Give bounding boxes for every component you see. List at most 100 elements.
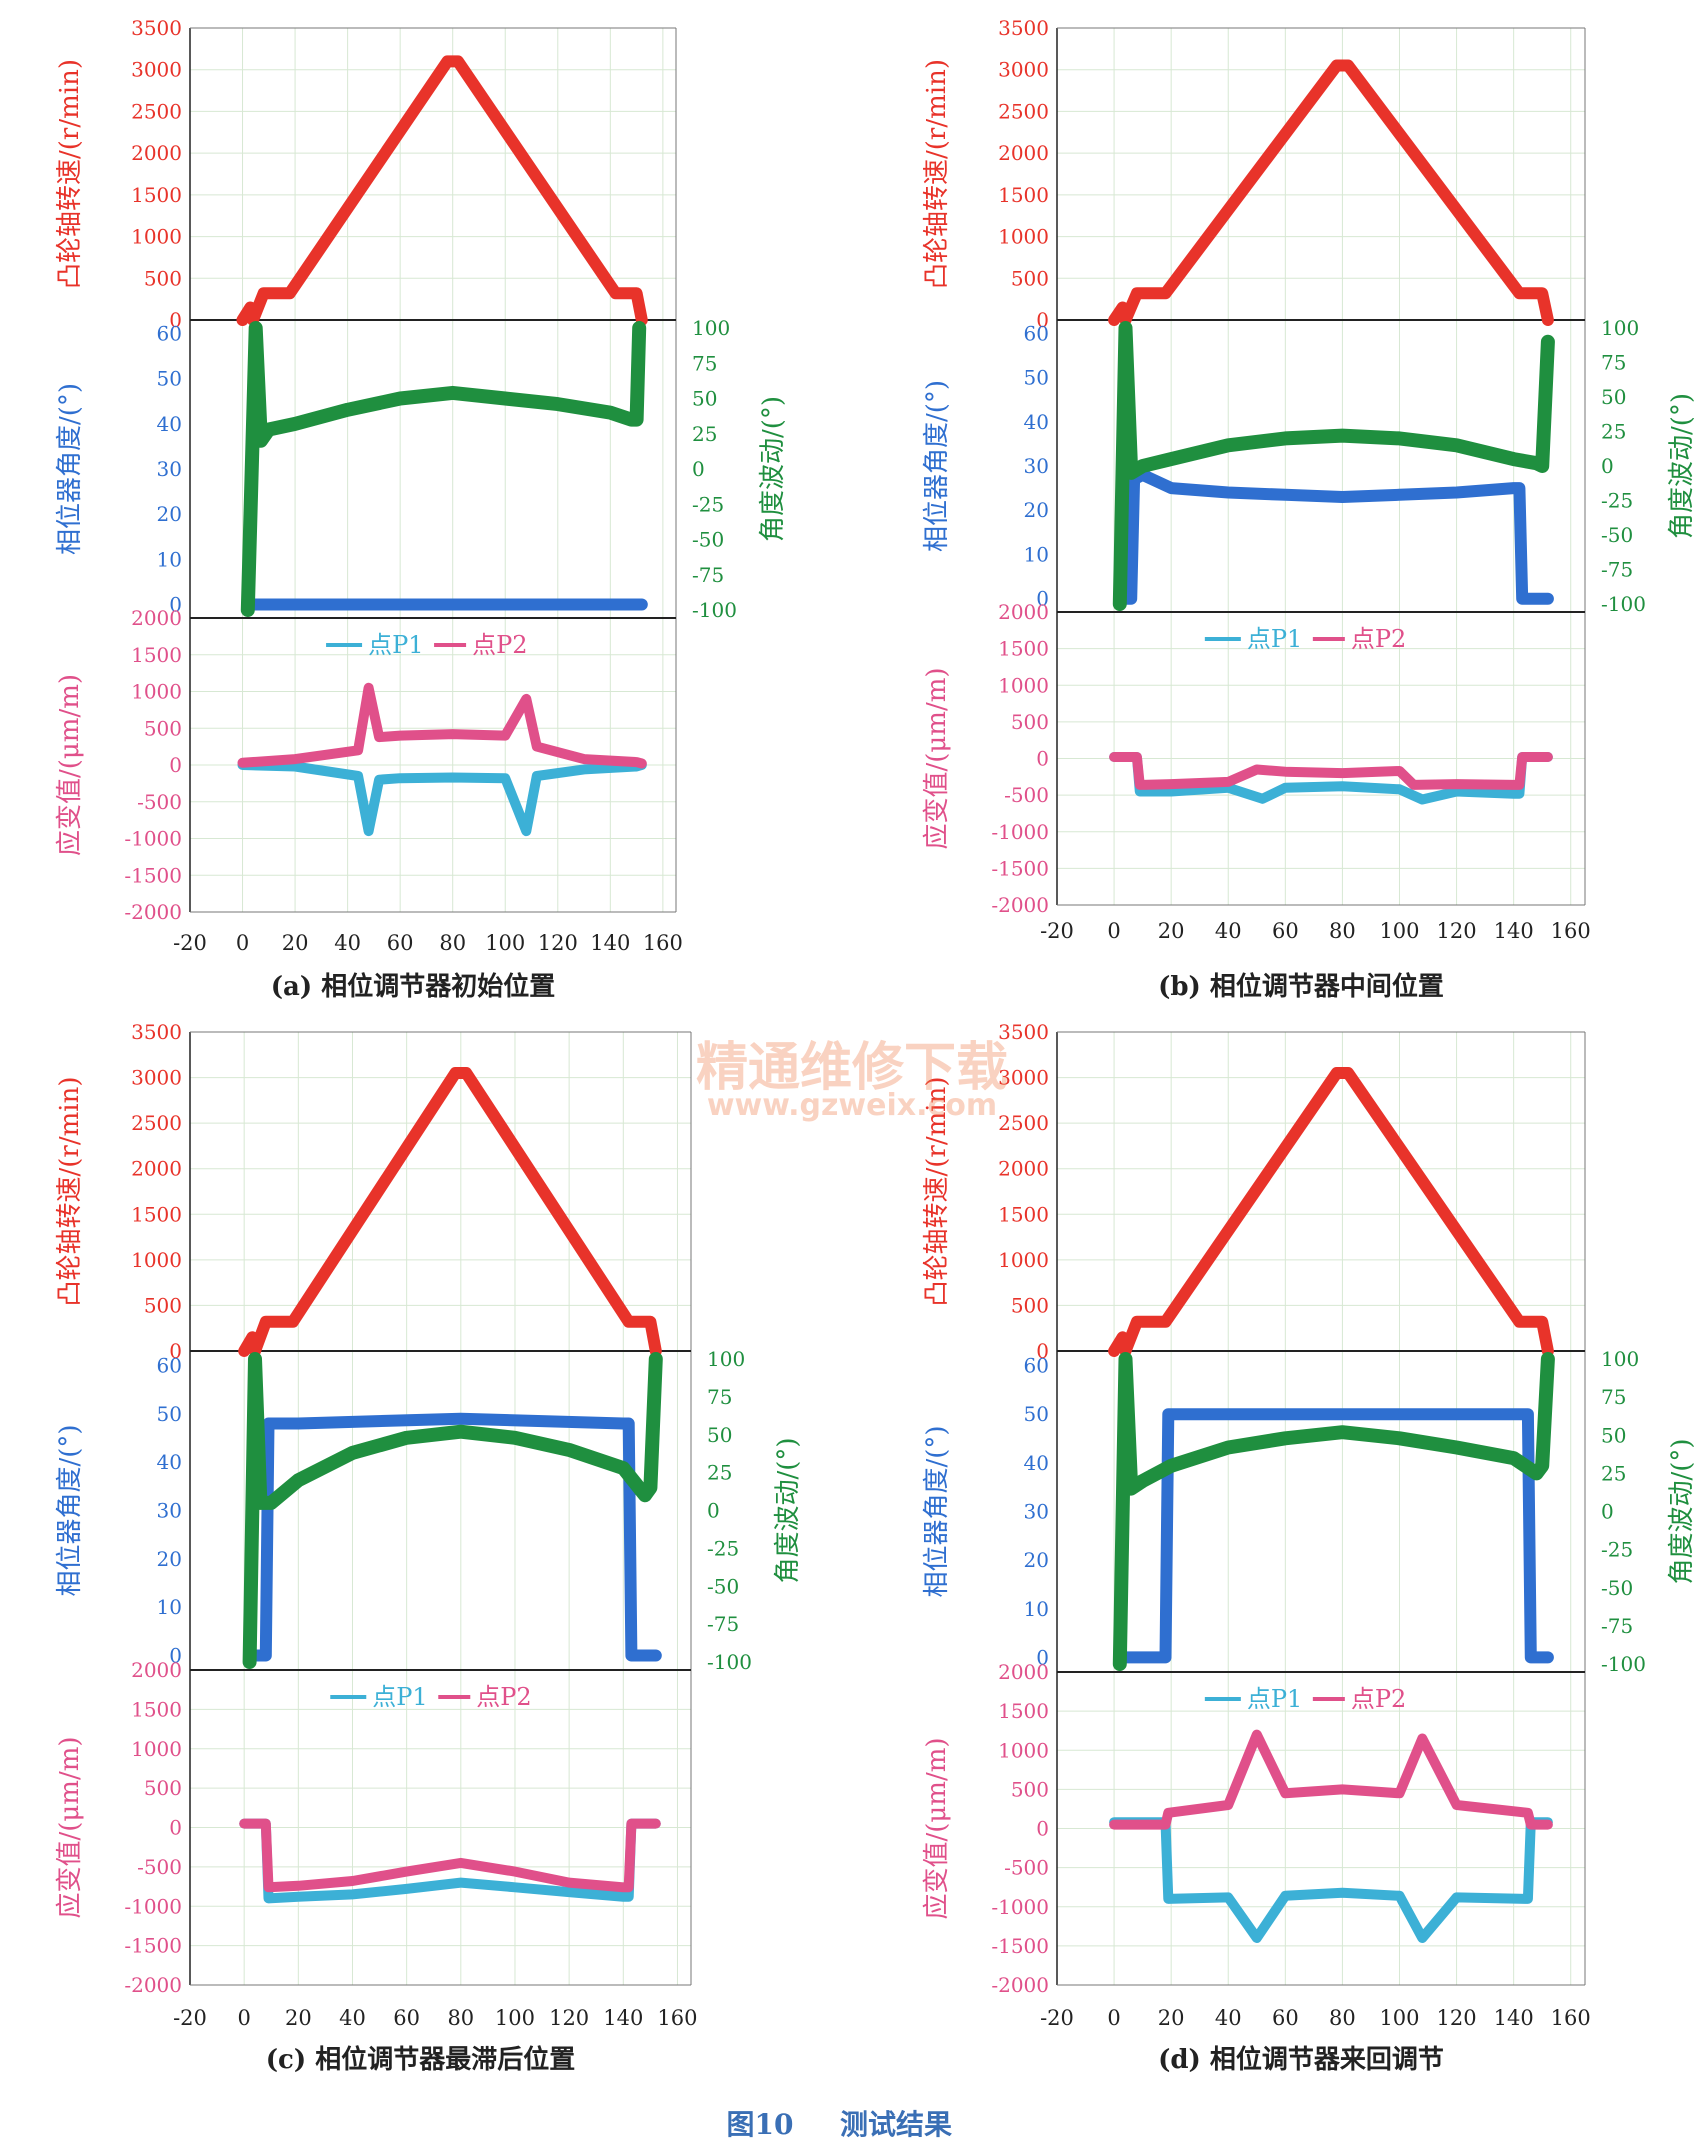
tick-label-strain: 0 (169, 753, 182, 777)
tick-label-phase: 50 (1024, 366, 1049, 390)
tick-label-strain: -1500 (124, 1934, 182, 1958)
tick-label-x: 40 (1215, 919, 1242, 943)
tick-label-speed: 1000 (998, 225, 1049, 249)
tick-label-speed: 2000 (998, 141, 1049, 165)
tick-label-speed: 2000 (131, 141, 182, 165)
tick-label-strain: -500 (137, 1855, 182, 1879)
tick-label-x: 40 (334, 931, 361, 955)
tick-label-strain: -2000 (991, 1973, 1049, 1997)
tick-label-x: 40 (1215, 2006, 1242, 2030)
tick-label-fluct: 50 (1601, 1423, 1626, 1447)
tick-label-phase: 10 (157, 1595, 182, 1619)
chart-panel-a: 0500100015002000250030003500010203040506… (55, 16, 788, 1002)
tick-label-phase: 50 (157, 1402, 182, 1426)
tick-label-speed: 2000 (998, 1157, 1049, 1181)
series-angle-fluct (240, 321, 647, 617)
tick-label-strain: -1000 (991, 820, 1049, 844)
axis-title-strain: 应变值/(μm/m) (922, 667, 952, 849)
tick-label-speed: 2500 (998, 1111, 1049, 1135)
tick-label-phase: 10 (157, 547, 182, 571)
tick-label-x: 0 (236, 931, 249, 955)
tick-label-strain: -500 (1004, 783, 1049, 807)
axis-title-phase: 相位器角度/(°) (922, 1425, 952, 1597)
tick-label-x: 60 (387, 931, 414, 955)
tick-label-x: 120 (549, 2006, 589, 2030)
series-phase-angle (243, 1412, 662, 1662)
tick-label-strain: 500 (144, 716, 182, 740)
series-strain-p2 (239, 1818, 661, 1893)
axis-title-fluct: 角度波动/(°) (1667, 1438, 1697, 1584)
tick-label-strain: -2000 (124, 1973, 182, 1997)
tick-label-strain: 0 (169, 1816, 182, 1840)
tick-label-x: 120 (538, 931, 578, 955)
tick-label-fluct: 0 (692, 457, 705, 481)
tick-label-x: 40 (339, 2006, 366, 2030)
panels: 0500100015002000250030003500010203040506… (55, 16, 1697, 2075)
series-strain-p1 (1109, 1817, 1553, 1943)
tick-label-speed: 1500 (131, 183, 182, 207)
tick-label-strain: -500 (137, 790, 182, 814)
tick-label-phase: 20 (1024, 498, 1049, 522)
tick-label-fluct: 25 (1601, 420, 1626, 444)
tick-label-phase: 20 (157, 1547, 182, 1571)
tick-label-speed: 2000 (131, 1157, 182, 1181)
tick-label-speed: 1500 (131, 1202, 182, 1226)
tick-label-fluct: -25 (1601, 1538, 1633, 1562)
tick-label-speed: 3500 (131, 1020, 182, 1044)
tick-label-fluct: -100 (707, 1650, 752, 1674)
axis-title-phase: 相位器角度/(°) (922, 380, 952, 552)
series-speed (238, 1067, 662, 1357)
panel-caption: (d) 相位调节器来回调节 (1158, 2044, 1444, 2075)
legend-label-p2: 点P2 (1351, 1685, 1406, 1713)
legend-label-p1: 点P1 (368, 631, 423, 659)
axis-title-fluct: 角度波动/(°) (773, 1437, 803, 1583)
tick-label-speed: 3500 (998, 16, 1049, 40)
series-strain-p2 (1109, 1729, 1553, 1830)
tick-label-x: 0 (1107, 2006, 1120, 2030)
chart-panel-b: 0500100015002000250030003500010203040506… (922, 16, 1697, 1002)
tick-label-strain: 1000 (998, 673, 1049, 697)
series-strain-p2 (237, 682, 647, 769)
tick-label-x: 160 (643, 931, 683, 955)
axis-title-speed: 凸轮轴转速/(r/min) (55, 1077, 85, 1307)
tick-label-x: 140 (590, 931, 630, 955)
figure-number: 图10 (727, 2108, 794, 2141)
tick-label-strain: 1000 (998, 1738, 1049, 1762)
tick-label-phase: 10 (1024, 542, 1049, 566)
tick-label-x: 0 (237, 2006, 250, 2030)
tick-label-strain: 1500 (131, 643, 182, 667)
tick-label-fluct: 100 (692, 316, 730, 340)
tick-label-strain: 2000 (131, 1658, 182, 1682)
tick-label-speed: 3000 (131, 1066, 182, 1090)
tick-label-strain: 2000 (998, 1660, 1049, 1684)
tick-label-x: 160 (1551, 919, 1591, 943)
watermark-line1: 精通维修下载 (696, 1038, 1008, 1098)
tick-label-strain: 1000 (131, 680, 182, 704)
axis-title-phase: 相位器角度/(°) (55, 1424, 85, 1596)
tick-label-x: 100 (1379, 919, 1419, 943)
tick-label-fluct: -50 (1601, 1576, 1633, 1600)
tick-label-speed: 1000 (131, 1248, 182, 1272)
tick-label-x: 160 (1551, 2006, 1591, 2030)
tick-label-phase: 30 (157, 1499, 182, 1523)
tick-label-phase: 40 (1024, 410, 1049, 434)
tick-label-speed: 1500 (998, 183, 1049, 207)
series-angle-fluct (242, 1352, 663, 1669)
tick-label-speed: 3000 (131, 58, 182, 82)
tick-label-x: 60 (1272, 2006, 1299, 2030)
tick-label-x: 80 (439, 931, 466, 955)
tick-label-speed: 0 (1036, 308, 1049, 332)
tick-label-strain: 1500 (131, 1697, 182, 1721)
tick-label-strain: -1000 (991, 1895, 1049, 1919)
series-speed (236, 55, 648, 326)
tick-label-x: 60 (1272, 919, 1299, 943)
tick-label-phase: 40 (157, 1450, 182, 1474)
figure-caption: 图10 测试结果 (727, 2108, 952, 2141)
tick-label-speed: 3000 (998, 58, 1049, 82)
tick-label-phase: 0 (169, 592, 182, 616)
tick-label-fluct: 50 (692, 387, 717, 411)
tick-label-fluct: 50 (1601, 385, 1626, 409)
tick-label-speed: 500 (1011, 1293, 1049, 1317)
tick-label-x: 60 (393, 2006, 420, 2030)
series-strain-p2 (1109, 752, 1553, 790)
